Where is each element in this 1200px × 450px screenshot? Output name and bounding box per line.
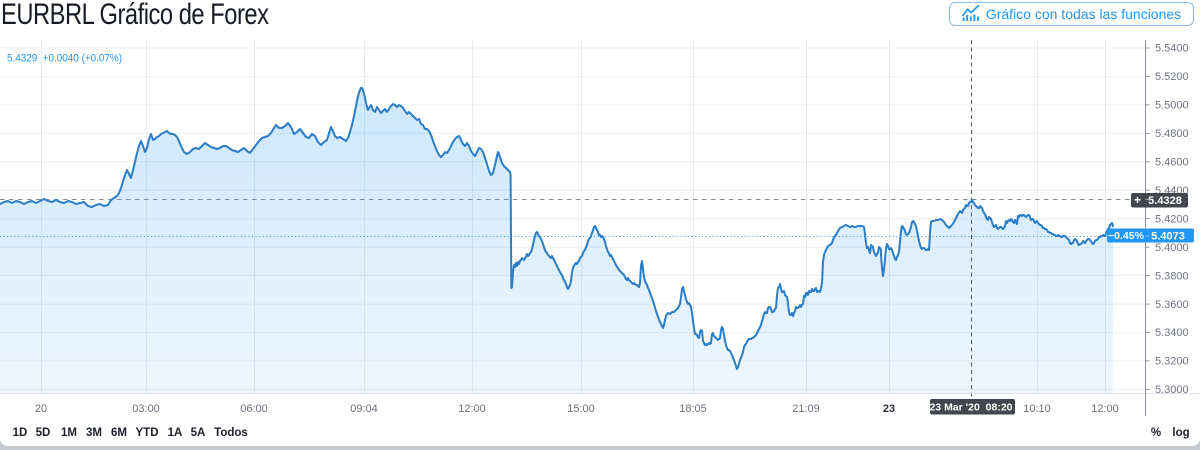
svg-text:23: 23 [883,403,895,415]
svg-text:5.4073: 5.4073 [1151,230,1185,242]
svg-text:12:00: 12:00 [1091,403,1119,415]
svg-text:5.3000: 5.3000 [1155,384,1189,396]
svg-text:1D: 1D [13,427,28,439]
svg-text:5.4328: 5.4328 [1148,195,1182,207]
svg-text:5.3600: 5.3600 [1155,299,1189,311]
svg-text:Todos: Todos [214,427,248,439]
svg-text:5.5200: 5.5200 [1155,71,1189,83]
svg-text:03:00: 03:00 [132,403,160,415]
svg-text:09:04: 09:04 [350,403,378,415]
svg-text:5.5000: 5.5000 [1155,100,1189,112]
svg-text:5.3400: 5.3400 [1155,327,1189,339]
svg-text:−0.45%: −0.45% [1108,230,1145,242]
svg-text:1A: 1A [168,427,183,439]
svg-text:5.4800: 5.4800 [1155,128,1189,140]
svg-text:YTD: YTD [136,427,159,439]
svg-text:1M: 1M [61,427,77,439]
svg-text:5.5400: 5.5400 [1155,43,1189,55]
svg-text:20: 20 [35,403,47,415]
svg-text:5D: 5D [36,427,51,439]
svg-text:10:10: 10:10 [1023,403,1051,415]
svg-text:+: + [1134,193,1141,207]
svg-text:23 Mar '20 08:20: 23 Mar '20 08:20 [929,401,1012,413]
svg-text:6M: 6M [111,427,127,439]
svg-text:log: log [1172,427,1189,439]
svg-text:15:00: 15:00 [567,403,595,415]
svg-text:5.3200: 5.3200 [1155,356,1189,368]
svg-text:3M: 3M [86,427,102,439]
svg-text:5.4600: 5.4600 [1155,157,1189,169]
svg-text:5.4000: 5.4000 [1155,242,1189,254]
svg-text:%: % [1151,427,1161,439]
svg-text:06:00: 06:00 [240,403,268,415]
svg-text:5.4329 +0.0040 (+0.07%): 5.4329 +0.0040 (+0.07%) [7,53,122,65]
svg-text:21:09: 21:09 [792,403,820,415]
svg-text:18:05: 18:05 [679,403,707,415]
svg-text:5A: 5A [191,427,206,439]
svg-text:5.4200: 5.4200 [1155,213,1189,225]
svg-text:5.3800: 5.3800 [1155,270,1189,282]
svg-text:12:00: 12:00 [458,403,486,415]
